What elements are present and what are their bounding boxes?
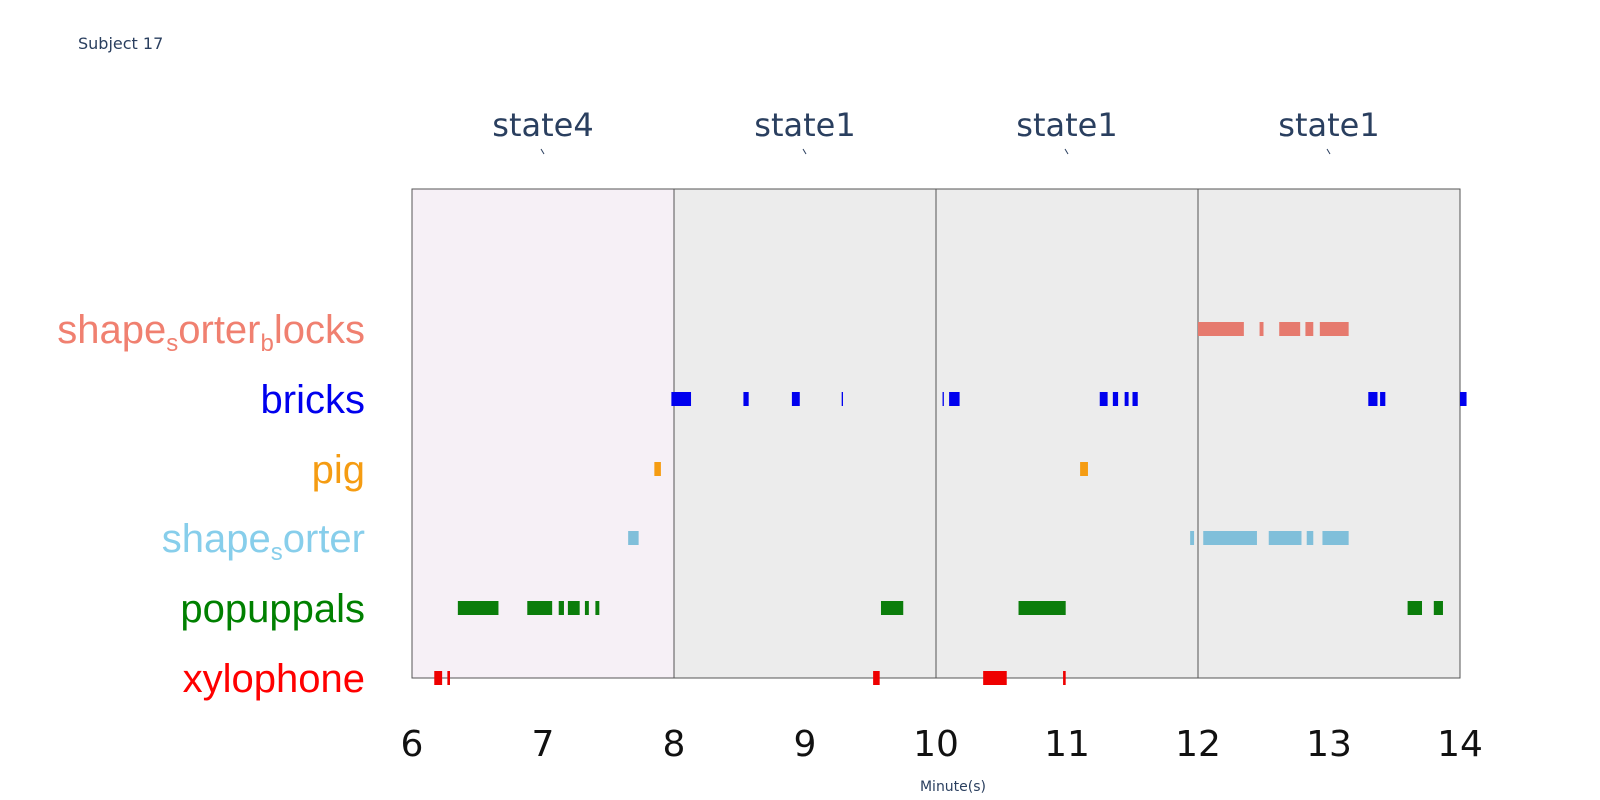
segment-xylophone-2 xyxy=(447,671,450,685)
segment-shape_sorter-2 xyxy=(1190,531,1195,545)
segment-shape_sorter-5 xyxy=(1306,531,1314,545)
segment-shape_sorter_blocks-3 xyxy=(1279,322,1301,336)
segment-pig-2 xyxy=(1080,462,1088,476)
activity-segments xyxy=(434,322,1467,685)
state-region-4 xyxy=(1197,188,1461,679)
x-tick-label: 14 xyxy=(1437,724,1483,765)
state-region-1 xyxy=(411,188,675,679)
segment-bricks-8 xyxy=(1112,392,1119,406)
segment-shape_sorter-3 xyxy=(1203,531,1257,545)
segment-shape_sorter_blocks-2 xyxy=(1259,322,1264,336)
row-label-shape_sorter: shapesorter xyxy=(162,517,365,566)
x-tick-label: 11 xyxy=(1044,724,1090,765)
state-label-tick-1 xyxy=(540,148,545,155)
x-tick-label: 6 xyxy=(401,724,424,765)
segment-bricks-12 xyxy=(1380,392,1386,406)
row-label-shape_sorter_blocks: shapesorterblocks xyxy=(57,308,365,357)
state-region-2 xyxy=(673,188,937,679)
segment-bricks-4 xyxy=(841,392,843,406)
state-backgrounds xyxy=(411,188,1461,679)
segment-popuppals-6 xyxy=(595,601,600,615)
segment-popuppals-1 xyxy=(457,601,499,615)
segment-popuppals-7 xyxy=(880,601,904,615)
state-label-1: state4 xyxy=(492,106,593,144)
row-label-part: shape xyxy=(57,308,166,352)
row-label-pig: pig xyxy=(312,448,365,492)
state-label-tick-3 xyxy=(1064,148,1069,155)
x-tick-label: 7 xyxy=(532,724,555,765)
row-label-part: orter xyxy=(178,308,260,352)
segment-bricks-6 xyxy=(949,392,960,406)
row-label-part: locks xyxy=(274,308,365,352)
segment-shape_sorter_blocks-1 xyxy=(1198,322,1244,336)
state-region-3 xyxy=(935,188,1199,679)
segment-shape_sorter-1 xyxy=(628,531,639,545)
segment-xylophone-5 xyxy=(1063,671,1066,685)
row-label-part: s xyxy=(166,330,178,357)
segment-xylophone-3 xyxy=(873,671,880,685)
segment-xylophone-4 xyxy=(983,671,1007,685)
segment-popuppals-2 xyxy=(527,601,553,615)
state-label-tick-2 xyxy=(802,148,807,155)
row-label-part: xylophone xyxy=(183,657,365,701)
row-label-part: pig xyxy=(312,448,365,492)
row-label-part: bricks xyxy=(261,378,365,422)
segment-bricks-9 xyxy=(1124,392,1129,406)
segment-popuppals-5 xyxy=(584,601,589,615)
segment-shape_sorter-4 xyxy=(1268,531,1302,545)
segment-bricks-13 xyxy=(1460,392,1467,406)
segment-bricks-1 xyxy=(671,392,692,406)
x-tick-label: 12 xyxy=(1175,724,1221,765)
row-label-part: orter xyxy=(283,517,365,561)
x-tick-label: 8 xyxy=(663,724,686,765)
row-label-bricks: bricks xyxy=(261,378,365,422)
state-label-3: state1 xyxy=(1016,106,1117,144)
row-labels: shapesorterblocksbrickspigshapesorterpop… xyxy=(57,308,365,701)
x-tick-label: 9 xyxy=(794,724,817,765)
segment-popuppals-8 xyxy=(1018,601,1066,615)
segment-popuppals-10 xyxy=(1433,601,1443,615)
state-label-tick-4 xyxy=(1326,148,1331,155)
row-label-part: shape xyxy=(162,517,271,561)
row-label-part: popuppals xyxy=(180,587,365,631)
segment-shape_sorter-6 xyxy=(1322,531,1349,545)
state-label-4: state1 xyxy=(1278,106,1379,144)
segment-popuppals-3 xyxy=(558,601,564,615)
row-label-xylophone: xylophone xyxy=(183,657,365,701)
row-label-part: b xyxy=(261,330,274,357)
segment-bricks-10 xyxy=(1132,392,1138,406)
segment-popuppals-9 xyxy=(1407,601,1423,615)
segment-xylophone-1 xyxy=(434,671,443,685)
segment-bricks-5 xyxy=(942,392,944,406)
row-label-part: s xyxy=(271,539,283,566)
segment-shape_sorter_blocks-4 xyxy=(1305,322,1314,336)
segment-bricks-11 xyxy=(1368,392,1378,406)
segment-bricks-3 xyxy=(791,392,800,406)
state-labels: state4 state1 state1 state1 xyxy=(492,106,1380,155)
segment-bricks-7 xyxy=(1099,392,1108,406)
segment-shape_sorter_blocks-5 xyxy=(1319,322,1349,336)
x-axis-ticks: 6 7 8 9 10 11 12 13 14 xyxy=(401,724,1483,765)
x-tick-label: 10 xyxy=(913,724,959,765)
x-tick-label: 13 xyxy=(1306,724,1352,765)
row-label-popuppals: popuppals xyxy=(180,587,365,631)
segment-bricks-2 xyxy=(743,392,749,406)
state-label-2: state1 xyxy=(754,106,855,144)
segment-pig-1 xyxy=(654,462,661,476)
subject-title: Subject 17 xyxy=(78,34,163,53)
segment-popuppals-4 xyxy=(567,601,580,615)
x-axis-title: Minute(s) xyxy=(920,779,986,795)
